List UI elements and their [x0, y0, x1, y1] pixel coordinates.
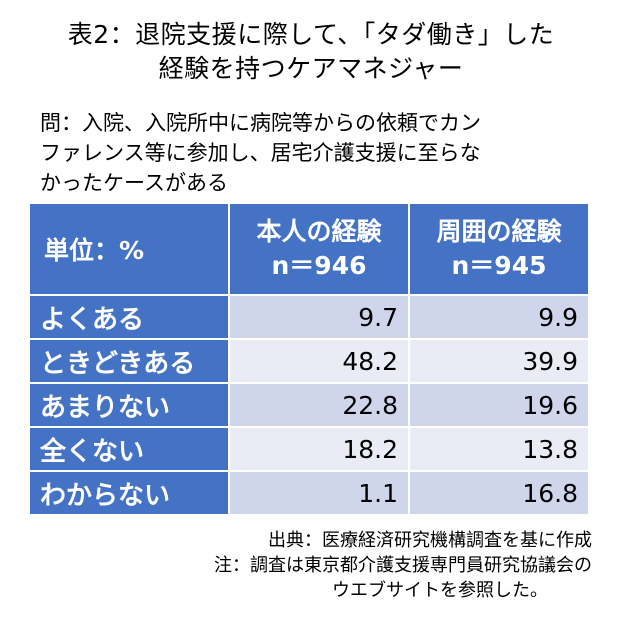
survey-note-line-1: 注：調査は東京都介護支援専門員研究協議会の	[214, 555, 592, 576]
value-self: 1.1	[230, 472, 408, 514]
row-label: あまりない	[30, 384, 228, 426]
value-others: 13.8	[410, 428, 588, 470]
table-row: ときどきある 48.2 39.9	[30, 340, 588, 382]
row-label: ときどきある	[30, 340, 228, 382]
value-self: 9.7	[230, 296, 408, 338]
unit-label: 単位：%	[30, 204, 228, 294]
value-others: 16.8	[410, 472, 588, 514]
source-note: 出典：医療経済研究機構調査を基に作成	[268, 530, 592, 551]
value-self: 22.8	[230, 384, 408, 426]
table-row: わからない 1.1 16.8	[30, 472, 588, 514]
results-table: 単位：% 本人の経験 n＝946 周囲の経験 n＝945 よくある 9.7 9.…	[28, 202, 590, 516]
table-row: 全くない 18.2 13.8	[30, 428, 588, 470]
column-header-name: 本人の経験	[256, 217, 382, 246]
column-header-name: 周囲の経験	[436, 217, 562, 246]
page-title: 表2：退院支援に際して、「タダ働き」した 経験を持つケアマネジャー	[0, 18, 622, 86]
row-label: 全くない	[30, 428, 228, 470]
survey-note-line-2: ウエブサイトを参照した。	[332, 580, 548, 601]
row-label: わからない	[30, 472, 228, 514]
value-self: 48.2	[230, 340, 408, 382]
column-header-self: 本人の経験 n＝946	[230, 204, 408, 294]
footnotes: 出典：医療経済研究機構調査を基に作成 注：調査は東京都介護支援専門員研究協議会の…	[214, 528, 592, 603]
value-others: 9.9	[410, 296, 588, 338]
column-header-others: 周囲の経験 n＝945	[410, 204, 588, 294]
title-line-2: 経験を持つケアマネジャー	[158, 54, 464, 83]
question-line-2: ファレンス等に参加し、居宅介護支援に至らな	[40, 141, 481, 165]
column-header-n: n＝946	[271, 251, 367, 280]
value-self: 18.2	[230, 428, 408, 470]
value-others: 39.9	[410, 340, 588, 382]
survey-question: 問：入院、入院所中に病院等からの依頼でカン ファレンス等に参加し、居宅介護支援に…	[40, 108, 600, 198]
table-row: あまりない 22.8 19.6	[30, 384, 588, 426]
table-row: よくある 9.7 9.9	[30, 296, 588, 338]
title-line-1: 表2：退院支援に際して、「タダ働き」した	[67, 20, 555, 49]
row-label: よくある	[30, 296, 228, 338]
column-header-n: n＝945	[451, 251, 547, 280]
table-header-row: 単位：% 本人の経験 n＝946 周囲の経験 n＝945	[30, 204, 588, 294]
question-line-1: 問：入院、入院所中に病院等からの依頼でカン	[40, 111, 481, 135]
value-others: 19.6	[410, 384, 588, 426]
question-line-3: かったケースがある	[40, 171, 228, 195]
